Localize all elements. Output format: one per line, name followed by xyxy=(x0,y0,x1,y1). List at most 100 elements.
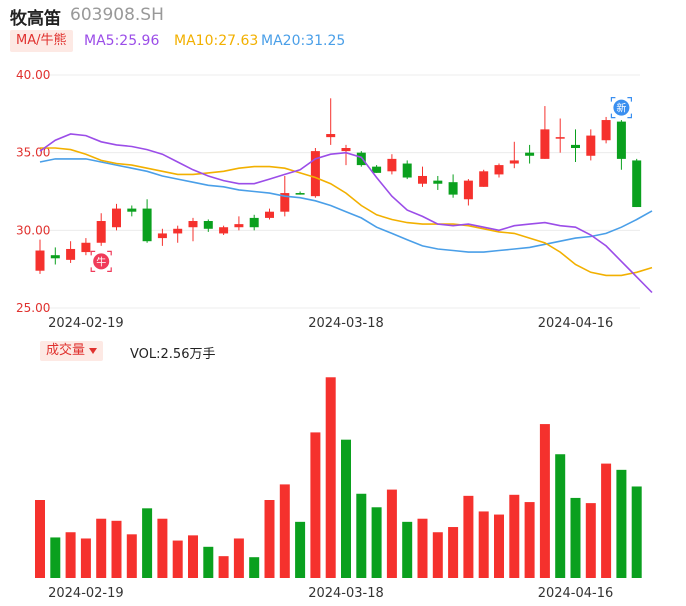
volume-bar xyxy=(448,527,459,578)
marker-bracket xyxy=(610,97,616,102)
volume-selector-label: 成交量 xyxy=(46,343,86,358)
volume-bar xyxy=(111,520,122,578)
price-x-tick-label: 2024-03-18 xyxy=(308,316,384,331)
price-x-tick-label: 2024-02-19 xyxy=(48,316,124,331)
volume-bar xyxy=(570,497,581,578)
candle-body xyxy=(265,211,274,218)
volume-bar xyxy=(539,424,550,578)
volume-bar xyxy=(35,500,45,578)
volume-bar xyxy=(432,532,443,578)
bull-marker-label: 牛 xyxy=(96,255,106,268)
volume-bar xyxy=(233,538,244,578)
volume-bar xyxy=(616,469,627,578)
candle-body xyxy=(555,137,565,139)
candle-body xyxy=(81,242,91,253)
candle-body xyxy=(571,144,580,149)
volume-bar xyxy=(478,511,489,578)
volume-bar xyxy=(341,439,351,578)
candle-body xyxy=(35,250,45,271)
candle-body xyxy=(234,224,244,228)
volume-bar xyxy=(585,503,596,578)
candle-body xyxy=(295,193,305,195)
candle-body xyxy=(127,208,137,212)
ma20-line xyxy=(39,158,653,253)
ma10-line xyxy=(40,147,653,277)
volume-bar xyxy=(80,538,91,578)
candle-body xyxy=(540,129,550,159)
candle-body xyxy=(418,175,427,184)
y-tick-label: 30.00 xyxy=(16,223,50,237)
volume-bar xyxy=(463,495,474,578)
ma5-line xyxy=(39,133,653,294)
volume-bar xyxy=(601,463,612,578)
candle-body xyxy=(112,208,121,228)
volume-bar xyxy=(188,535,198,578)
marker-bracket xyxy=(90,267,96,272)
volume-bar xyxy=(264,500,275,578)
volume-bar xyxy=(218,556,229,578)
volume-bar xyxy=(50,537,61,578)
volume-value: VOL:2.56万手 xyxy=(130,347,216,362)
candle-body xyxy=(249,217,259,228)
marker-bracket xyxy=(627,97,632,102)
volume-selector-button[interactable]: 成交量 xyxy=(40,341,104,361)
candle-body xyxy=(586,135,596,156)
y-tick-label: 40.00 xyxy=(16,68,50,82)
volume-bar xyxy=(555,454,566,578)
volume-bar xyxy=(249,557,260,578)
marker-bracket xyxy=(90,250,96,256)
volume-bar xyxy=(279,484,290,578)
volume-bar xyxy=(203,546,214,578)
volume-bar xyxy=(325,377,336,578)
ma5-legend: MA5:25.96 xyxy=(84,33,160,49)
candle-body xyxy=(463,180,473,200)
ma20-legend: MA20:31.25 xyxy=(261,33,346,49)
volume-bar xyxy=(509,494,520,578)
stock-code: 603908.SH xyxy=(70,5,164,25)
candle-body xyxy=(157,233,167,239)
candle-body xyxy=(188,221,198,228)
marker-bracket xyxy=(627,113,632,119)
new-marker-label: 新 xyxy=(616,102,626,115)
candle-body xyxy=(326,134,336,138)
candle-body xyxy=(173,228,183,234)
volume-x-tick-label: 2024-04-16 xyxy=(538,586,614,601)
new-marker-icon xyxy=(613,99,630,116)
candle-body xyxy=(219,227,229,234)
candle-body xyxy=(142,208,152,242)
ma10-legend: MA10:27.63 xyxy=(174,33,259,49)
candle-body xyxy=(372,166,382,173)
candle-body xyxy=(402,163,412,178)
volume-bar xyxy=(172,540,183,578)
y-tick-label: 35.00 xyxy=(16,146,50,160)
candle-body xyxy=(50,255,60,259)
marker-bracket xyxy=(107,250,112,256)
ma-selector-button[interactable]: MA/牛熊 xyxy=(10,30,73,52)
volume-bar xyxy=(402,521,413,578)
volume-bar xyxy=(524,502,535,578)
candle-body xyxy=(616,121,626,159)
candle-body xyxy=(356,152,366,166)
candle-body xyxy=(601,120,611,141)
candle-body xyxy=(280,193,290,212)
volume-bar xyxy=(631,486,642,578)
volume-bar xyxy=(96,518,107,578)
volume-bar xyxy=(386,489,397,578)
candle-body xyxy=(433,180,443,184)
y-tick-label: 25.00 xyxy=(16,301,50,315)
volume-bar xyxy=(417,518,428,578)
volume-bar xyxy=(65,532,76,578)
volume-bar xyxy=(295,521,306,578)
marker-bracket xyxy=(610,113,616,119)
candle-body xyxy=(203,221,213,229)
volume-bar xyxy=(371,507,382,578)
bull-marker-icon xyxy=(93,253,110,270)
candle-body xyxy=(387,158,397,172)
volume-bar xyxy=(142,508,153,578)
price-x-tick-label: 2024-04-16 xyxy=(538,316,614,331)
volume-bar xyxy=(494,514,504,578)
candle-body xyxy=(509,160,519,164)
volume-x-tick-label: 2024-02-19 xyxy=(48,586,124,601)
